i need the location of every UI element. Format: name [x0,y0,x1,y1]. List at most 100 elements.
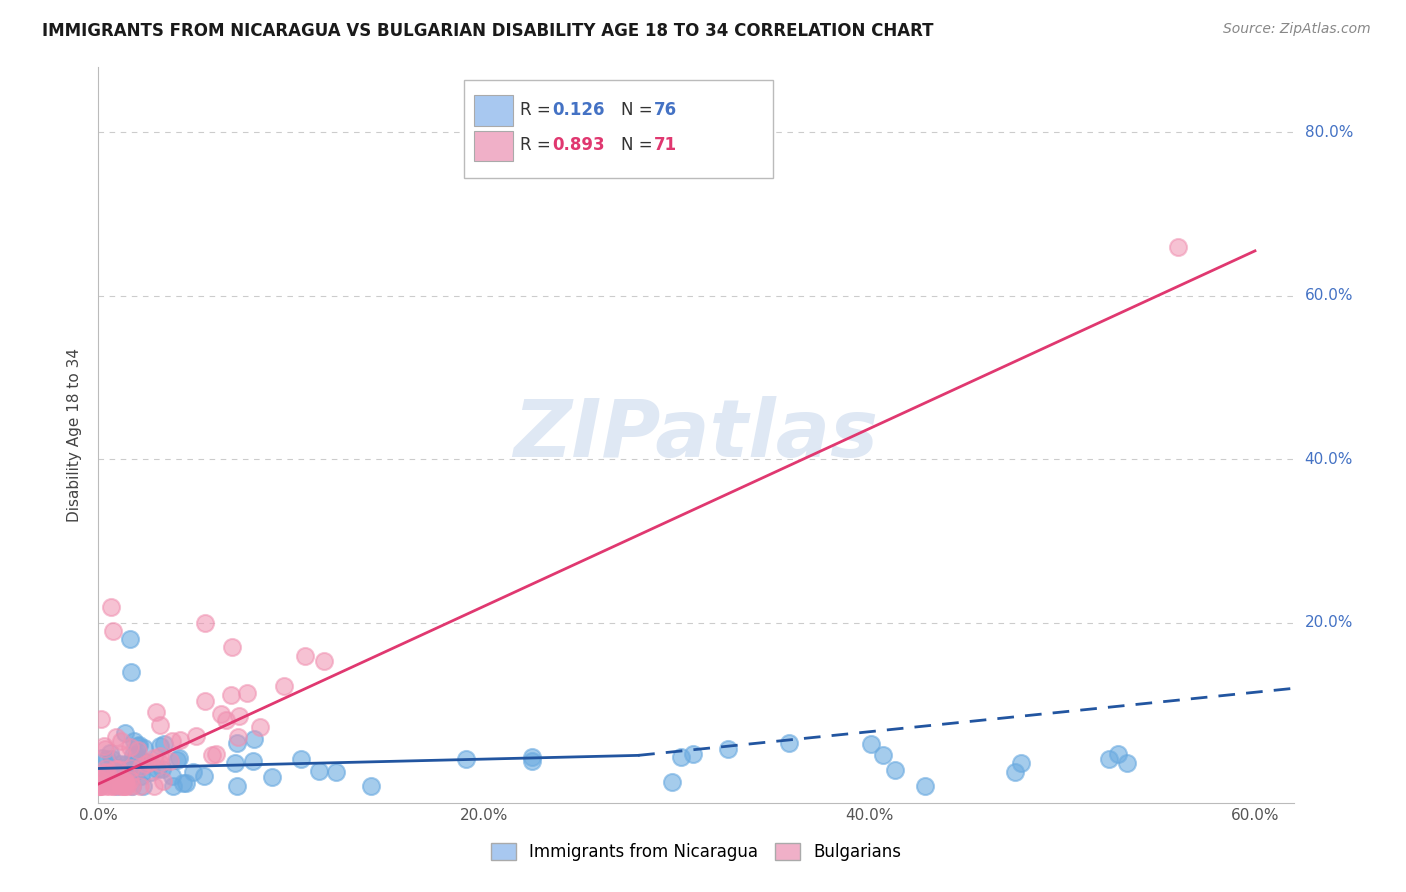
Point [124,764,146,778]
Point [136,756,159,770]
Point [454,752,477,766]
Point [226,730,249,744]
Point [96,766,118,780]
Point [872,747,894,762]
Point [139,756,162,770]
Point [1115,756,1137,770]
Point [152,773,174,788]
Point [91,767,114,781]
Point [249,720,271,734]
Point [194,615,217,630]
Point [120,632,142,647]
Point [228,709,250,723]
Point [114,779,136,793]
Point [1107,747,1129,761]
Point [105,779,128,793]
Point [174,776,197,790]
Point [110,734,132,748]
Point [129,769,152,783]
Point [118,773,141,788]
Point [360,779,382,793]
Point [93,765,115,780]
Point [1167,240,1189,254]
Point [94,761,117,775]
Point [127,739,149,753]
Point [91,773,114,788]
Point [159,754,181,768]
Point [149,718,172,732]
Point [89,772,111,786]
Text: 60.0%: 60.0% [1305,288,1353,303]
Text: N =: N = [621,101,658,119]
Point [101,779,124,793]
Point [129,753,152,767]
Point [101,624,124,639]
Point [236,686,259,700]
Point [153,738,176,752]
Point [100,773,122,788]
Point [294,648,316,663]
Point [89,779,111,793]
Point [661,775,683,789]
Point [145,762,167,776]
Point [114,774,136,789]
Point [669,749,692,764]
Text: R =: R = [520,136,557,154]
Point [325,765,347,780]
Point [162,733,184,747]
Point [149,739,172,753]
Point [260,770,283,784]
Point [112,779,135,793]
Point [127,743,149,757]
Point [118,773,141,788]
Point [90,712,112,726]
Point [107,762,129,776]
Point [114,774,136,789]
Point [226,736,249,750]
Point [89,779,111,793]
Point [273,680,295,694]
Point [110,747,132,761]
Point [160,769,183,783]
Point [118,767,141,781]
Point [114,760,136,774]
Point [122,747,145,762]
Point [243,731,266,746]
Point [114,725,136,739]
Point [141,765,163,780]
Point [114,768,136,782]
Point [860,737,883,751]
Point [110,756,132,771]
Point [166,752,188,766]
Point [215,713,238,727]
Text: 40.0%: 40.0% [1305,452,1353,467]
Text: ZIPatlas: ZIPatlas [513,396,879,474]
Point [779,736,801,750]
Point [111,779,134,793]
Point [181,764,204,779]
Point [112,772,135,786]
Text: N =: N = [621,136,658,154]
Point [91,769,114,783]
Point [120,665,142,679]
Text: 0.126: 0.126 [553,101,605,119]
Point [221,640,243,655]
Point [98,779,121,793]
Point [89,779,111,793]
Point [100,599,122,614]
Point [101,752,124,766]
Legend: Immigrants from Nicaragua, Bulgarians: Immigrants from Nicaragua, Bulgarians [484,837,908,868]
Text: Source: ZipAtlas.com: Source: ZipAtlas.com [1223,22,1371,37]
Point [150,762,173,776]
Point [169,732,191,747]
Point [149,748,172,763]
Point [290,752,312,766]
Point [219,689,242,703]
Point [89,778,111,792]
Point [172,776,194,790]
Point [91,751,114,765]
Point [186,729,208,743]
Point [110,773,132,788]
Text: IMMIGRANTS FROM NICARAGUA VS BULGARIAN DISABILITY AGE 18 TO 34 CORRELATION CHART: IMMIGRANTS FROM NICARAGUA VS BULGARIAN D… [42,22,934,40]
Y-axis label: Disability Age 18 to 34: Disability Age 18 to 34 [67,348,83,522]
